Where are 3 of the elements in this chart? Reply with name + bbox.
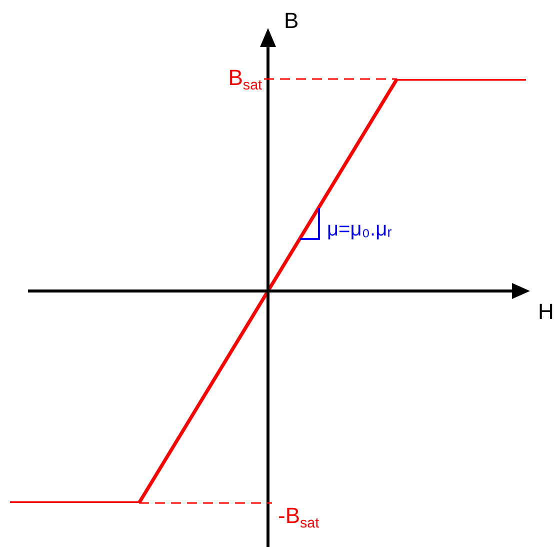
x-axis-title: H [538,299,554,324]
annotation: μ=μ₀.μᵣ [327,218,392,241]
y-axis-title: B [284,8,299,34]
